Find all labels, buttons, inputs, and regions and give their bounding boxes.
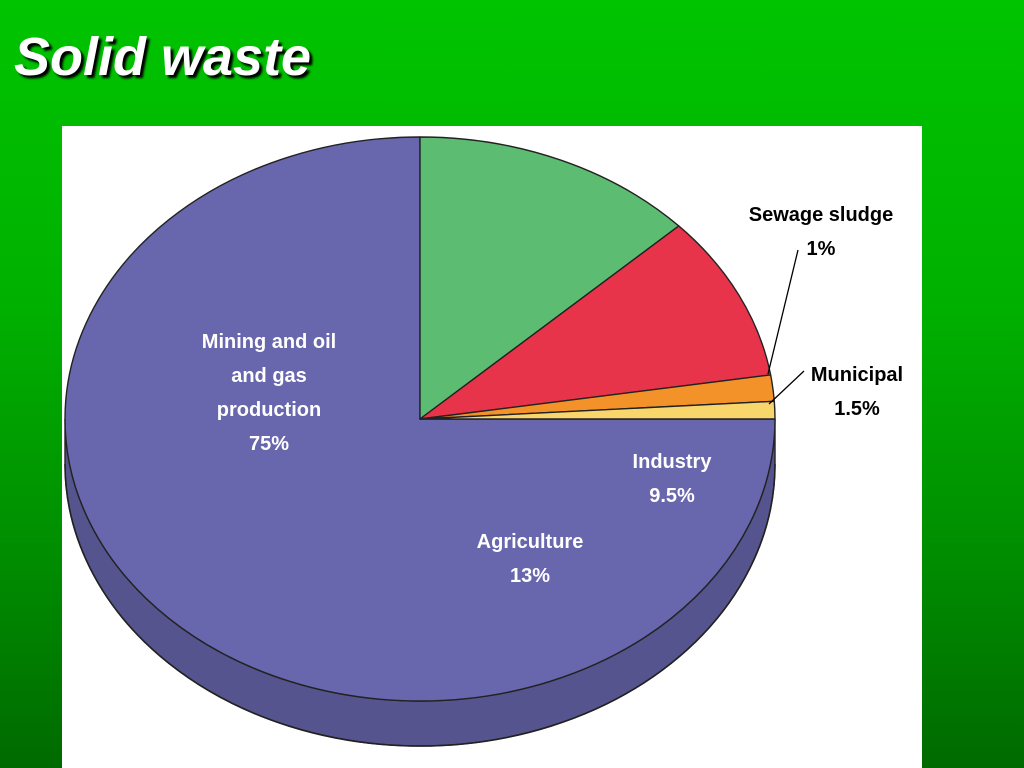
slice-agriculture (419, 136, 680, 420)
label-text-mining-and-oil-and-gas-production: Mining and oil (202, 331, 336, 353)
label-text-municipal: Municipal (811, 364, 903, 386)
label-value-industry: 9.5% (649, 485, 695, 507)
label-value-agriculture: 13% (510, 565, 550, 587)
slice-sewage-sludge (419, 400, 776, 420)
label-text-agriculture: Agriculture (477, 531, 584, 553)
label-value-mining-and-oil-and-gas-production: 75% (249, 433, 289, 455)
label-text-mining-and-oil-and-gas-production: production (217, 399, 321, 421)
label-value-municipal: 1.5% (834, 398, 880, 420)
label-text-industry: Industry (633, 451, 713, 473)
chart-panel: Mining and oil and gas production 75% Agricu… (62, 126, 922, 768)
label-value-sewage-sludge: 1% (807, 238, 836, 260)
slice-labels: Mining and oil and gas production 75% Agricu… (202, 204, 903, 587)
slide-title: Solid waste (14, 27, 312, 87)
label-text-sewage-sludge: Sewage sludge (749, 204, 894, 226)
leader-line-sewage-sludge (767, 249, 799, 375)
pie-rim-outline (64, 463, 776, 747)
pie-chart: Mining and oil and gas production 75% Agricu… (64, 136, 903, 747)
leader-lines (767, 249, 805, 405)
label-text-mining-and-oil-and-gas-production: and gas (231, 365, 307, 387)
leader-line-municipal (768, 370, 805, 405)
slice-mining-and-oil-and-gas-production (64, 136, 776, 702)
slice-industry (419, 225, 772, 420)
pie-top-slices (64, 136, 776, 702)
